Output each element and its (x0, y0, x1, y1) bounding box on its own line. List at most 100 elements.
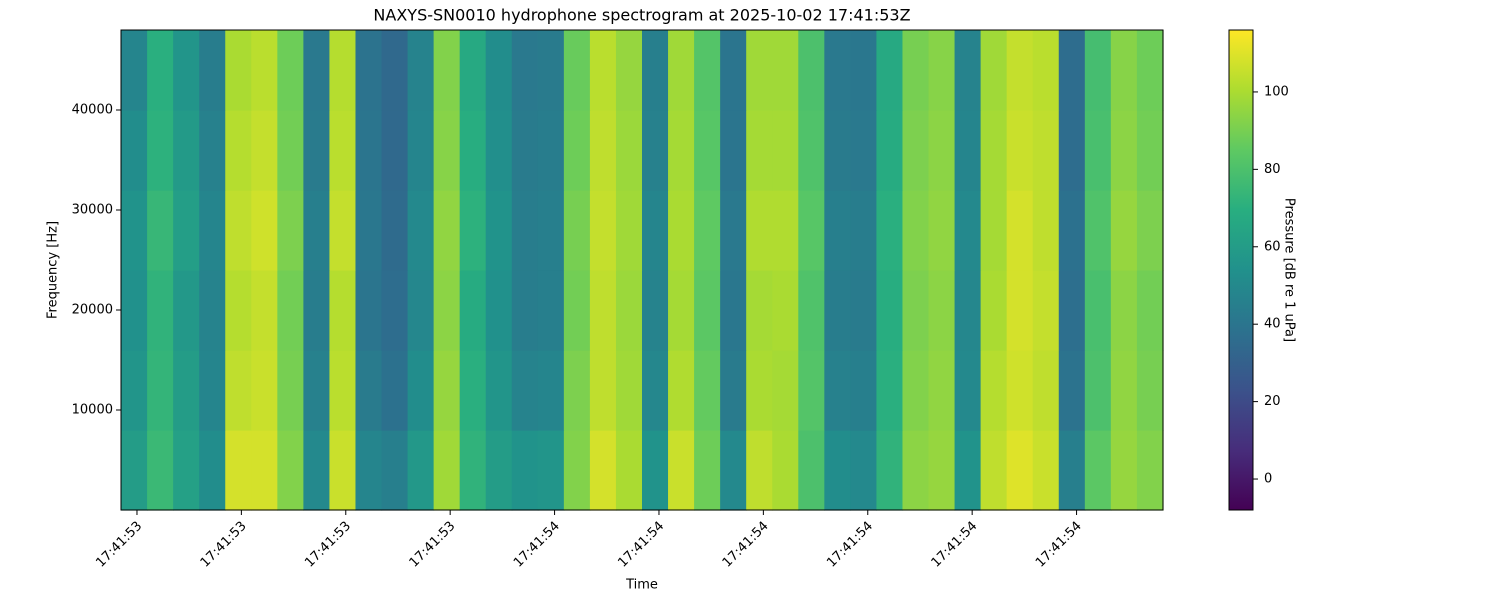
cell (954, 30, 982, 111)
cell (694, 430, 721, 511)
cell (1110, 430, 1138, 511)
cell (772, 430, 799, 511)
cell (798, 430, 825, 511)
cell (173, 430, 200, 511)
cell (746, 270, 773, 351)
cell (329, 190, 357, 271)
cell (928, 30, 956, 111)
cell (1110, 30, 1138, 111)
cell (1136, 30, 1164, 111)
cell (1058, 190, 1086, 271)
cell (199, 190, 226, 271)
cell (1058, 430, 1086, 511)
cell (433, 110, 461, 191)
cell (642, 190, 669, 271)
cell (1136, 350, 1164, 431)
cell (772, 350, 799, 431)
spectrogram (121, 30, 1164, 511)
cell (121, 30, 148, 111)
colorbar (1228, 29, 1254, 511)
cell (954, 350, 982, 431)
cell (485, 430, 513, 511)
cell (459, 110, 487, 191)
cell (1032, 110, 1060, 191)
cell (1006, 190, 1034, 271)
cell (615, 110, 643, 191)
cell (902, 30, 930, 111)
cell (537, 30, 565, 111)
cell (720, 270, 747, 351)
cell (407, 270, 435, 351)
cell (694, 190, 721, 271)
cell (928, 190, 956, 271)
cell (303, 270, 331, 351)
cell (1006, 270, 1034, 351)
cell (589, 350, 617, 431)
cell (121, 270, 148, 351)
cell (511, 110, 539, 191)
cell (329, 270, 357, 351)
cell (1032, 430, 1060, 511)
cell (902, 350, 930, 431)
y-tick-label: 30000 (72, 203, 113, 218)
cell (537, 270, 565, 351)
cell (563, 270, 591, 351)
cell (173, 270, 200, 351)
cell (850, 350, 878, 431)
cell (303, 350, 331, 431)
cell (876, 110, 904, 191)
cell (485, 110, 513, 191)
cell (824, 190, 851, 271)
x-tick-label: 17:41:54 (1033, 519, 1085, 571)
cell (694, 110, 721, 191)
cell (1136, 430, 1164, 511)
cell (225, 430, 252, 511)
cell (277, 190, 304, 271)
cell (1032, 30, 1060, 111)
cell (1110, 110, 1138, 191)
cell (251, 350, 278, 431)
cell (303, 190, 331, 271)
cell (225, 190, 252, 271)
cell (876, 270, 904, 351)
cell (121, 110, 148, 191)
cell (694, 30, 721, 111)
cell (485, 350, 513, 431)
cell (1058, 110, 1086, 191)
cell (720, 30, 747, 111)
cell (980, 190, 1008, 271)
cell (251, 110, 278, 191)
x-axis-label: Time (625, 578, 658, 593)
cell (381, 110, 409, 191)
y-tick-label: 20000 (72, 303, 113, 318)
cell (902, 190, 930, 271)
cell (355, 350, 383, 431)
cell (850, 110, 878, 191)
cell (277, 350, 304, 431)
cell (824, 430, 851, 511)
cell (798, 350, 825, 431)
x-tick-label: 17:41:54 (511, 519, 563, 571)
plot-frame (120, 29, 1164, 511)
cell (251, 430, 278, 511)
cell (355, 430, 383, 511)
cell (381, 190, 409, 271)
cell (1084, 190, 1112, 271)
cell (329, 30, 357, 111)
cell (642, 30, 669, 111)
cell (199, 350, 226, 431)
cell (459, 190, 487, 271)
cell (511, 270, 539, 351)
cell (954, 270, 982, 351)
cell (1110, 350, 1138, 431)
colorbar-tick-label: 60 (1264, 239, 1281, 254)
cell (772, 190, 799, 271)
y-tick-label: 40000 (72, 103, 113, 118)
x-tick-label: 17:41:54 (720, 519, 772, 571)
colorbar-tick-label: 100 (1264, 84, 1289, 99)
cell (251, 270, 278, 351)
cell (563, 190, 591, 271)
cell (1058, 350, 1086, 431)
cell (642, 350, 669, 431)
